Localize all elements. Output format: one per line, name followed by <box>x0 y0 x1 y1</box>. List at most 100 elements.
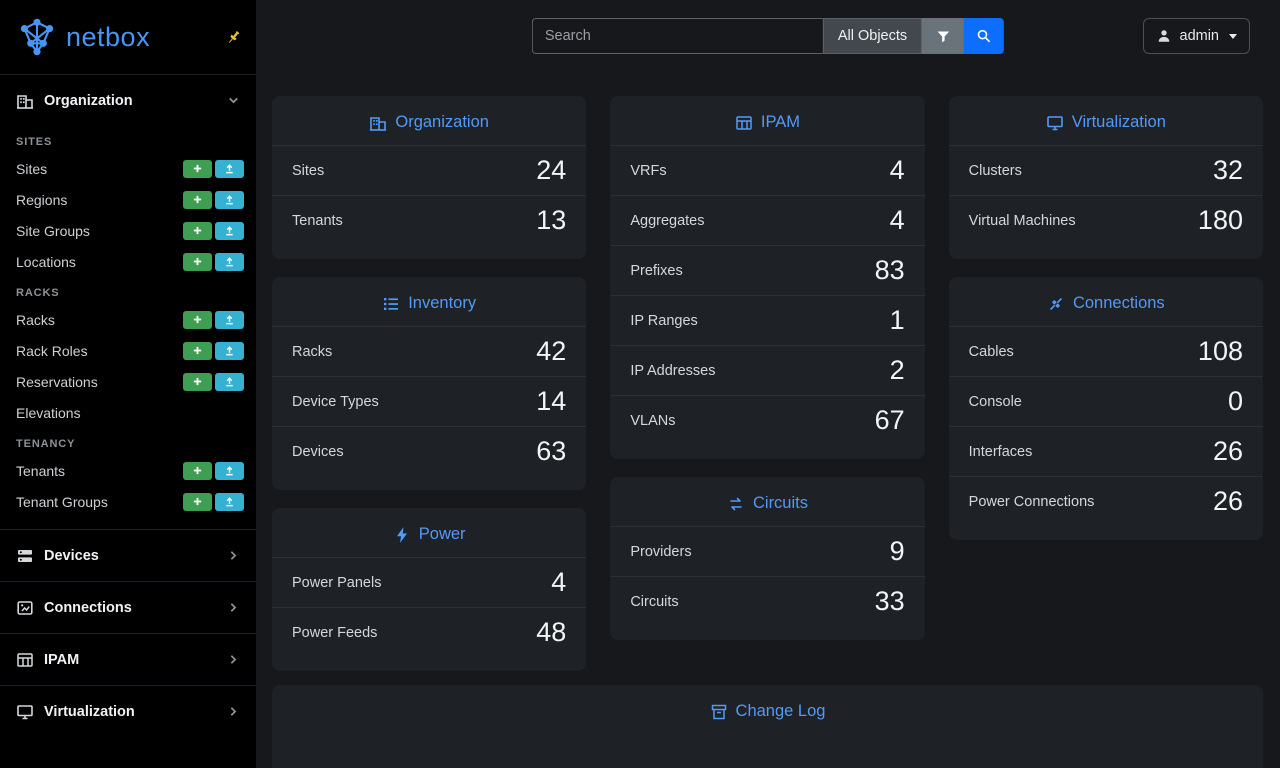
stat-label[interactable]: Console <box>968 393 1022 410</box>
import-button[interactable] <box>215 159 244 178</box>
stat-value[interactable]: 4 <box>889 205 905 235</box>
stat-label[interactable]: IP Ranges <box>630 312 698 329</box>
import-button[interactable] <box>215 492 244 511</box>
sidebar-link[interactable]: Regions <box>16 191 68 208</box>
search-button[interactable] <box>964 18 1005 54</box>
inventory-icon <box>382 295 400 313</box>
stat-label[interactable]: Devices <box>292 443 344 460</box>
card-title[interactable]: Circuits <box>752 494 808 512</box>
card-title[interactable]: Organization <box>395 113 489 131</box>
import-button[interactable] <box>215 461 244 480</box>
stat-label[interactable]: Aggregates <box>630 212 705 229</box>
netbox-logo[interactable]: netbox <box>16 16 150 58</box>
stat-label[interactable]: VLANs <box>630 412 676 429</box>
sidebar-link[interactable]: Site Groups <box>16 222 90 239</box>
stat-label[interactable]: Power Panels <box>292 574 382 591</box>
stat-value[interactable]: 4 <box>551 567 567 597</box>
stat-row: Providers 9 <box>610 526 925 576</box>
sidebar-link[interactable]: Tenants <box>16 462 66 479</box>
sidebar-link[interactable]: Reservations <box>16 373 98 390</box>
sidebar-link[interactable]: Rack Roles <box>16 342 88 359</box>
stat-value[interactable]: 48 <box>536 617 567 647</box>
stat-label[interactable]: Device Types <box>292 393 379 410</box>
stat-label[interactable]: IP Addresses <box>630 362 716 379</box>
stat-value[interactable]: 24 <box>536 155 567 185</box>
object-type-button[interactable]: All Objects <box>822 18 923 54</box>
stat-value[interactable]: 9 <box>889 536 905 566</box>
sidebar-group-devices[interactable]: Devices <box>0 529 256 581</box>
stat-label[interactable]: Providers <box>630 543 692 560</box>
item-actions <box>183 252 244 271</box>
sidebar-group-virtualization[interactable]: Virtualization <box>0 685 256 737</box>
stat-row: VLANs 67 <box>610 395 925 445</box>
add-button[interactable] <box>183 159 212 178</box>
sidebar-group-ipam[interactable]: IPAM <box>0 633 256 685</box>
stat-value[interactable]: 4 <box>889 155 905 185</box>
stat-label[interactable]: Cables <box>968 343 1014 360</box>
sidebar-link[interactable]: Racks <box>16 311 55 328</box>
card-circuits: Circuits Providers 9 Circuits 33 <box>610 477 925 640</box>
stat-label[interactable]: Virtual Machines <box>968 212 1076 229</box>
add-button[interactable] <box>183 492 212 511</box>
add-button[interactable] <box>183 221 212 240</box>
stat-label[interactable]: VRFs <box>630 162 667 179</box>
sidebar-link[interactable]: Elevations <box>16 404 81 421</box>
add-button[interactable] <box>183 310 212 329</box>
import-button[interactable] <box>215 372 244 391</box>
add-button[interactable] <box>183 341 212 360</box>
stat-label[interactable]: Prefixes <box>630 262 683 279</box>
stat-value[interactable]: 42 <box>536 336 567 366</box>
user-menu-button[interactable]: admin <box>1142 18 1250 54</box>
sidebar-link[interactable]: Sites <box>16 160 48 177</box>
sidebar-group-organization[interactable]: Organization <box>0 74 256 126</box>
stat-value[interactable]: 180 <box>1197 205 1243 235</box>
add-button[interactable] <box>183 372 212 391</box>
stat-value[interactable]: 13 <box>536 205 567 235</box>
import-button[interactable] <box>215 190 244 209</box>
stat-row: Circuits 33 <box>610 576 925 626</box>
stat-label[interactable]: Racks <box>292 343 333 360</box>
card-title[interactable]: IPAM <box>760 113 801 131</box>
add-button[interactable] <box>183 461 212 480</box>
stat-label[interactable]: Power Feeds <box>292 624 378 641</box>
stat-label[interactable]: Power Connections <box>968 493 1095 510</box>
stat-label[interactable]: Tenants <box>292 212 343 229</box>
item-actions <box>183 492 244 511</box>
stat-value[interactable]: 1 <box>889 305 905 335</box>
sidebar-link[interactable]: Locations <box>16 253 76 270</box>
card-title[interactable]: Change Log <box>735 702 826 720</box>
pin-icon[interactable] <box>225 29 242 46</box>
card-title[interactable]: Virtualization <box>1071 113 1166 131</box>
stat-label[interactable]: Clusters <box>968 162 1022 179</box>
stat-label[interactable]: Interfaces <box>968 443 1033 460</box>
import-button[interactable] <box>215 252 244 271</box>
stat-value[interactable]: 0 <box>1227 386 1243 416</box>
sidebar-link[interactable]: Tenant Groups <box>16 493 108 510</box>
add-button[interactable] <box>183 252 212 271</box>
search-input[interactable] <box>531 18 823 54</box>
stat-value[interactable]: 63 <box>536 436 567 466</box>
stat-value[interactable]: 83 <box>874 255 905 285</box>
devices-icon <box>16 547 34 565</box>
card-title[interactable]: Inventory <box>408 294 477 312</box>
stat-value[interactable]: 67 <box>874 405 905 435</box>
sidebar-group-connections[interactable]: Connections <box>0 581 256 633</box>
card-title[interactable]: Connections <box>1072 294 1165 312</box>
add-button[interactable] <box>183 190 212 209</box>
stat-value[interactable]: 108 <box>1197 336 1243 366</box>
filter-button[interactable] <box>922 18 965 54</box>
stat-row: IP Addresses 2 <box>610 345 925 395</box>
stat-value[interactable]: 26 <box>1212 486 1243 516</box>
stat-value[interactable]: 33 <box>874 586 905 616</box>
changelog-icon <box>710 703 728 721</box>
stat-value[interactable]: 2 <box>889 355 905 385</box>
card-title[interactable]: Power <box>418 525 466 543</box>
import-button[interactable] <box>215 221 244 240</box>
stat-value[interactable]: 14 <box>536 386 567 416</box>
stat-value[interactable]: 26 <box>1212 436 1243 466</box>
import-button[interactable] <box>215 341 244 360</box>
stat-value[interactable]: 32 <box>1212 155 1243 185</box>
stat-label[interactable]: Sites <box>292 162 325 179</box>
import-button[interactable] <box>215 310 244 329</box>
stat-label[interactable]: Circuits <box>630 593 679 610</box>
